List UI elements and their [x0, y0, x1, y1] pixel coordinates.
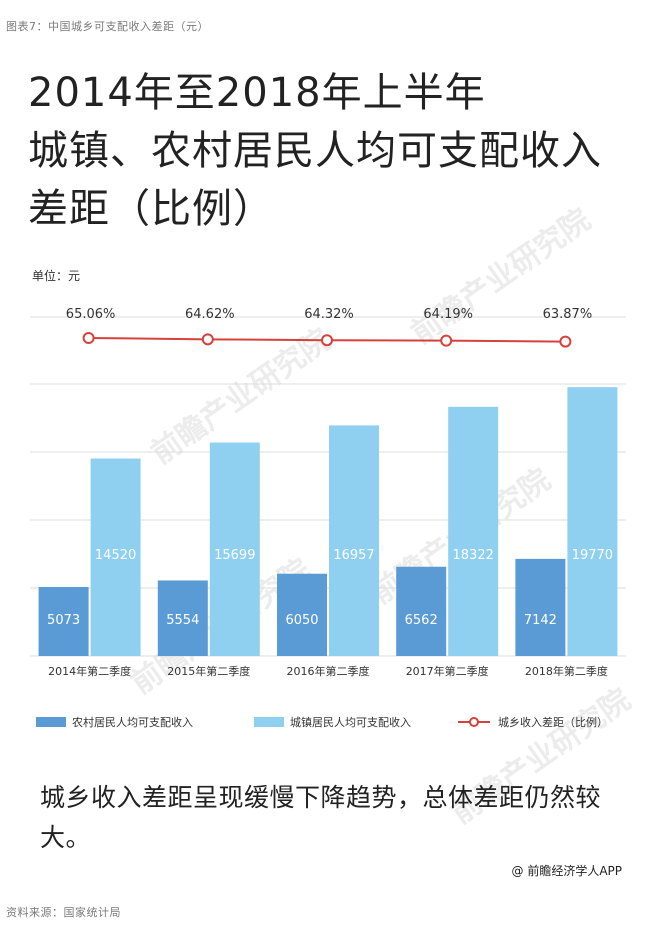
- ratio-label: 63.87%: [543, 307, 593, 322]
- data-label-urban: 15699: [214, 548, 255, 563]
- data-label-urban: 18322: [453, 548, 494, 563]
- data-label-urban: 16957: [333, 548, 374, 563]
- bar-rural: [277, 573, 327, 656]
- data-label-rural: 6050: [285, 613, 318, 628]
- ratio-label: 64.32%: [304, 307, 354, 322]
- bar-urban: [329, 425, 379, 656]
- data-label-rural: 5073: [47, 613, 80, 628]
- bar-urban: [90, 458, 141, 656]
- ratio-point: [321, 334, 333, 347]
- bar-urban: [567, 387, 618, 656]
- ratio-label: 64.19%: [423, 307, 473, 322]
- x-tick-label: 2016年第二季度: [287, 664, 370, 678]
- bar-urban: [209, 442, 260, 656]
- chart-card: 2014年至2018年上半年 城镇、农村居民人均可支配收入 差距（比例） 前瞻产…: [14, 42, 637, 890]
- bar-urban: [448, 406, 499, 656]
- source-note: 资料来源：国家统计局: [6, 906, 121, 919]
- ratio-point: [559, 335, 572, 348]
- unit-label: 单位：元: [32, 268, 80, 283]
- bar-rural: [157, 580, 208, 656]
- x-tick-label: 2017年第二季度: [406, 664, 489, 678]
- x-tick-label: 2014年第二季度: [48, 664, 131, 678]
- bar-rural: [515, 558, 566, 656]
- data-label-urban: 19770: [572, 548, 613, 563]
- legend-swatch-urban: [254, 717, 284, 727]
- figure-caption: 图表7：中国城乡可支配收入差距（元）: [6, 20, 209, 33]
- ratio-label: 64.62%: [185, 307, 235, 322]
- legend-swatch-rural: [36, 717, 66, 727]
- ratio-point: [201, 333, 214, 346]
- legend-label-urban: 城镇居民人均可支配收入: [290, 715, 411, 729]
- x-tick-label: 2018年第二季度: [525, 664, 608, 678]
- conclusion-text: 城乡收入差距呈现缓慢下降趋势，总体差距仍然较大。: [40, 783, 602, 852]
- ratio-point: [82, 332, 95, 344]
- data-label-urban: 14520: [95, 548, 136, 563]
- title-line-1: 2014年至2018年上半年: [28, 70, 486, 116]
- chart-svg: 单位：元 5073 14520 2014年第二季度 5554 15699 2015年第二季度…: [30, 268, 626, 729]
- title-line-3: 差距（比例）: [28, 186, 274, 232]
- bar-rural: [396, 566, 447, 656]
- ratio-label: 65.06%: [66, 307, 116, 322]
- legend-label-rural: 农村居民人均可支配收入: [72, 715, 193, 729]
- ratio-point: [440, 334, 453, 347]
- brand-label: @ 前瞻经济学人APP: [511, 864, 623, 878]
- bar-rural: [38, 587, 89, 656]
- legend-label-ratio: 城乡收入差距（比例）: [498, 715, 608, 729]
- data-label-rural: 6562: [405, 613, 438, 628]
- data-label-rural: 7142: [524, 613, 557, 628]
- data-label-rural: 5554: [166, 613, 199, 628]
- chart-title: 2014年至2018年上半年 城镇、农村居民人均可支配收入 差距（比例）: [28, 64, 628, 238]
- legend-marker-ratio: [469, 717, 479, 727]
- title-line-2: 城镇、农村居民人均可支配收入: [28, 128, 602, 174]
- x-tick-label: 2015年第二季度: [167, 664, 250, 678]
